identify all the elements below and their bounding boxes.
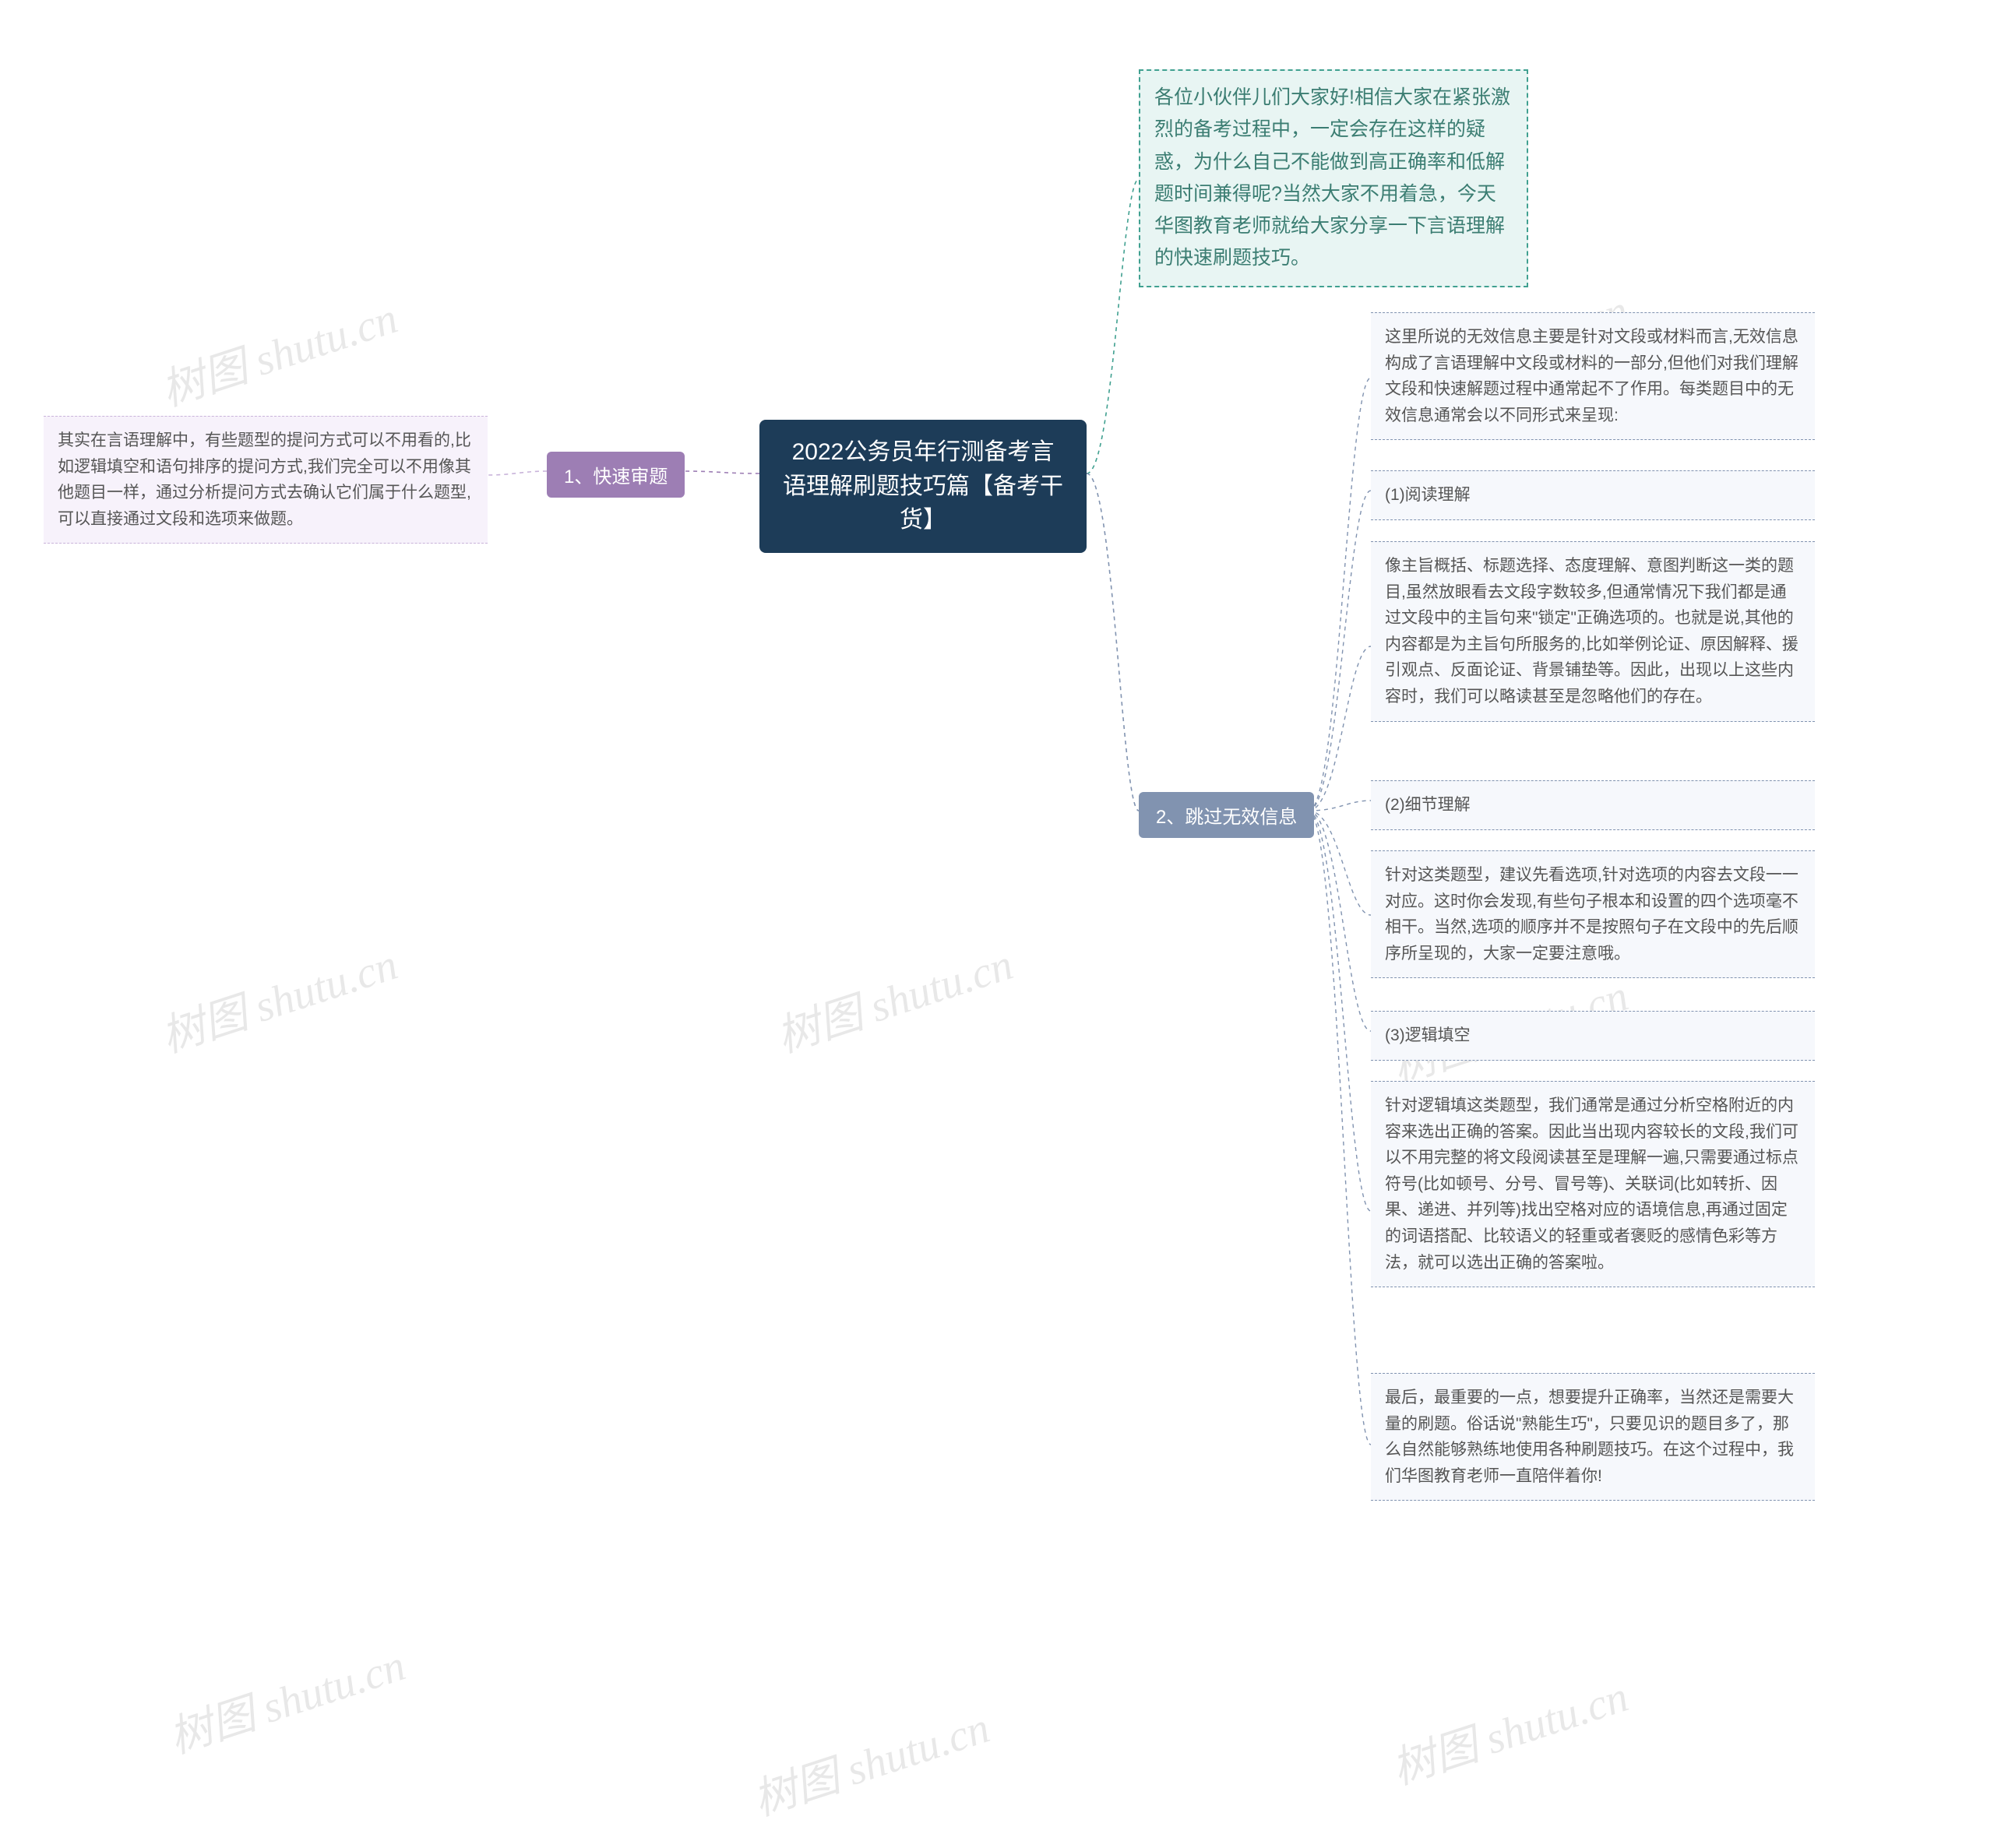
watermark: 树图 shutu.cn — [1383, 1661, 1635, 1797]
leaf-logic-desc: 针对逻辑填这类题型，我们通常是通过分析空格附近的内容来选出正确的答案。因此当出现… — [1371, 1081, 1815, 1287]
branch-fast-review[interactable]: 1、快速审题 — [547, 452, 685, 498]
watermark: 树图 shutu.cn — [152, 283, 404, 418]
watermark: 树图 shutu.cn — [160, 1630, 412, 1765]
watermark: 树图 shutu.cn — [152, 929, 404, 1065]
watermark: 树图 shutu.cn — [767, 929, 1020, 1065]
leaf-detail-desc: 针对这类题型，建议先看选项,针对选项的内容去文段一一对应。这时你会发现,有些句子… — [1371, 850, 1815, 978]
branch-skip-invalid[interactable]: 2、跳过无效信息 — [1139, 792, 1314, 838]
leaf-invalid-intro: 这里所说的无效信息主要是针对文段或材料而言,无效信息构成了言语理解中文段或材料的… — [1371, 312, 1815, 440]
leaf-conclusion: 最后，最重要的一点，想要提升正确率，当然还是需要大量的刷题。俗话说"熟能生巧"，… — [1371, 1373, 1815, 1501]
leaf-detail-header: (2)细节理解 — [1371, 780, 1815, 830]
intro-box: 各位小伙伴儿们大家好!相信大家在紧张激烈的备考过程中，一定会存在这样的疑惑，为什… — [1139, 69, 1528, 287]
watermark: 树图 shutu.cn — [744, 1692, 996, 1828]
root-node[interactable]: 2022公务员年行测备考言语理解刷题技巧篇【备考干货】 — [759, 420, 1087, 553]
leaf-logic-header: (3)逻辑填空 — [1371, 1011, 1815, 1061]
leaf-fast-review-desc: 其实在言语理解中，有些题型的提问方式可以不用看的,比如逻辑填空和语句排序的提问方… — [44, 416, 488, 544]
leaf-reading-header: (1)阅读理解 — [1371, 470, 1815, 520]
leaf-reading-desc: 像主旨概括、标题选择、态度理解、意图判断这一类的题目,虽然放眼看去文段字数较多,… — [1371, 541, 1815, 722]
